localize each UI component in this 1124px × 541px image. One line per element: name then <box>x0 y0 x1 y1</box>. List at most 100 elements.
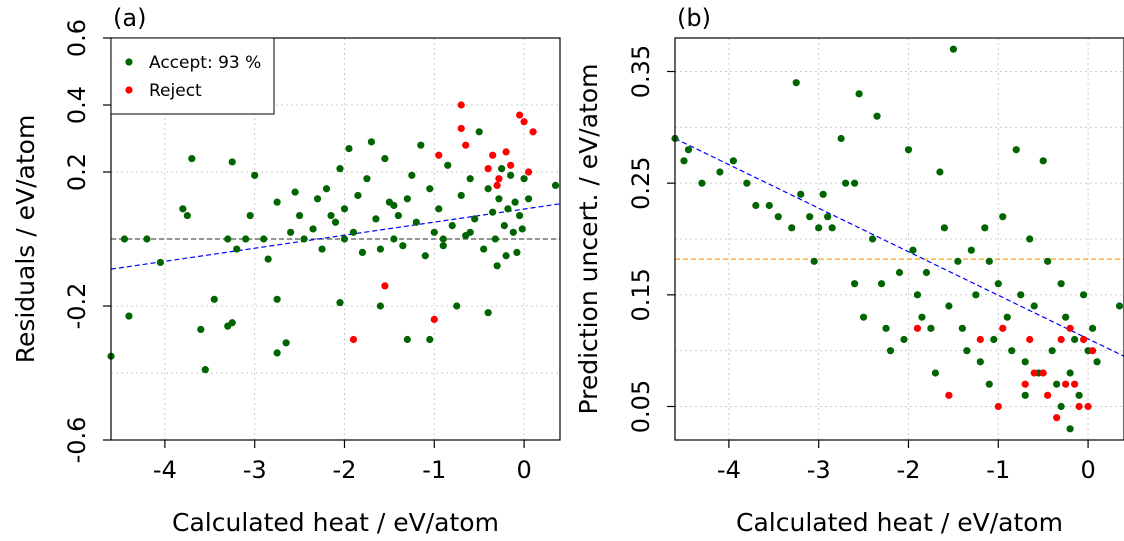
plot-frame <box>674 37 1124 441</box>
accept-point <box>958 324 966 332</box>
accept-point <box>1075 391 1083 399</box>
accept-point <box>1021 358 1029 366</box>
accept-point <box>1008 347 1016 355</box>
reject-point <box>502 148 510 156</box>
reject-point <box>1026 335 1034 344</box>
reference-line-2 <box>110 203 561 270</box>
accept-point <box>1021 391 1029 399</box>
reject-point <box>1071 380 1079 388</box>
accept-point <box>990 335 998 344</box>
accept-point <box>489 208 497 216</box>
accept-point <box>922 268 931 277</box>
accept-point <box>120 235 129 243</box>
accept-point <box>1057 402 1065 411</box>
accept-point <box>1017 291 1025 299</box>
panel-tag: (a) <box>113 4 146 32</box>
accept-point <box>518 225 526 233</box>
accept-point <box>246 211 254 220</box>
accept-point <box>1026 235 1034 243</box>
accept-point <box>1115 302 1124 310</box>
accept-point <box>228 158 236 166</box>
accept-point <box>313 195 322 203</box>
accept-point <box>363 175 371 183</box>
accept-point <box>327 211 335 220</box>
accept-point <box>936 168 944 176</box>
accept-point <box>511 198 519 206</box>
accept-point <box>895 268 904 277</box>
accept-point <box>210 295 218 303</box>
accept-point <box>729 157 737 165</box>
accept-point <box>837 134 845 143</box>
accept-point <box>349 228 358 236</box>
accept-point <box>886 347 895 355</box>
y-axis-title: Residuals / eV/atom <box>11 115 40 364</box>
accept-point <box>484 185 492 193</box>
accept-point <box>197 325 205 334</box>
accept-point <box>1093 358 1101 366</box>
reject-point <box>529 128 537 136</box>
accept-point <box>792 79 800 87</box>
accept-point <box>183 211 191 220</box>
accept-point <box>684 146 693 154</box>
x-tick-label: -2 <box>333 456 357 484</box>
accept-point <box>1003 313 1011 321</box>
accept-point <box>322 185 331 193</box>
accept-point <box>495 195 503 203</box>
accept-point <box>381 155 389 163</box>
accept-point <box>390 201 398 210</box>
accept-point <box>509 228 517 236</box>
accept-point <box>743 179 751 187</box>
reject-point <box>489 151 497 159</box>
accept-point <box>1057 280 1065 288</box>
accept-point <box>855 90 863 98</box>
accept-point <box>824 213 832 221</box>
accept-point <box>242 235 250 243</box>
accept-point <box>788 224 796 232</box>
accept-point <box>877 280 886 288</box>
y-tick-label: 0.2 <box>63 153 91 191</box>
reject-point <box>349 335 358 344</box>
reject-point <box>1030 369 1038 377</box>
reject-point <box>493 181 501 189</box>
reject-point <box>457 101 465 109</box>
accept-point <box>954 257 962 265</box>
accept-point <box>358 248 367 256</box>
accept-point <box>981 224 989 232</box>
accept-point <box>408 171 416 179</box>
accept-point <box>273 349 281 357</box>
reject-point <box>999 324 1007 332</box>
y-tick-label: 0.25 <box>627 156 655 209</box>
accept-point <box>426 185 434 193</box>
accept-point <box>918 313 926 321</box>
reject-point <box>515 111 524 119</box>
accept-point <box>430 228 438 236</box>
x-tick-label: -4 <box>153 456 177 484</box>
accept-point <box>1066 425 1074 433</box>
accept-point <box>287 228 295 236</box>
accept-point <box>967 246 975 254</box>
accept-point <box>345 144 353 153</box>
accept-point <box>448 222 456 230</box>
accept-point <box>376 245 384 253</box>
reject-point <box>381 282 389 290</box>
x-tick-label: -2 <box>897 456 921 484</box>
accept-point <box>882 324 890 332</box>
accept-point <box>156 258 164 267</box>
accept-point <box>372 215 380 223</box>
accept-point <box>931 369 940 377</box>
accept-point <box>484 309 492 317</box>
accept-point <box>480 245 488 253</box>
accept-point <box>336 165 344 173</box>
accept-point <box>1012 146 1020 154</box>
accept-point <box>282 339 290 347</box>
accept-point <box>318 245 326 253</box>
accept-point <box>228 319 236 327</box>
accept-point <box>273 198 281 206</box>
accept-point <box>300 235 308 243</box>
accept-point <box>994 280 1002 288</box>
accept-point <box>859 313 868 321</box>
accept-point <box>806 213 814 221</box>
reject-point <box>1039 369 1047 377</box>
accept-point <box>309 225 317 233</box>
